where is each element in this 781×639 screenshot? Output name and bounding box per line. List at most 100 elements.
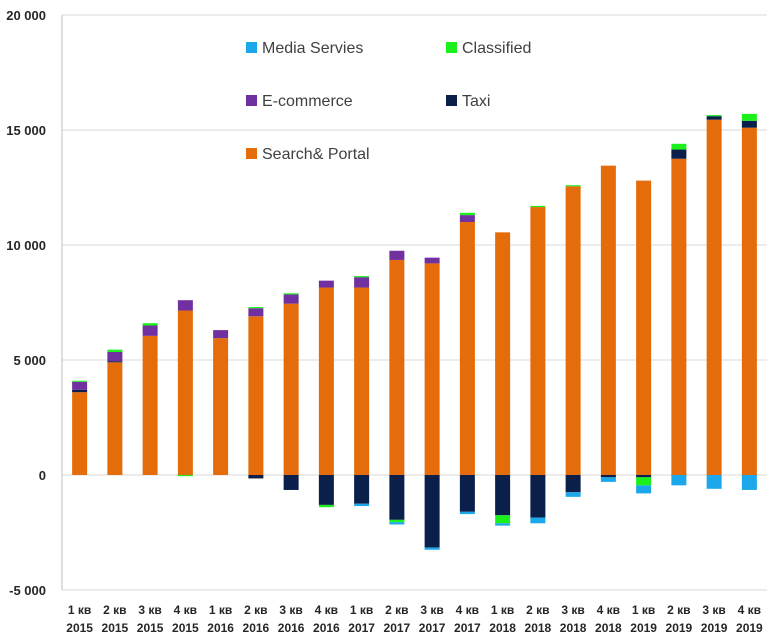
- legend-swatch: [246, 148, 257, 159]
- x-tick-label-year: 2019: [701, 621, 728, 635]
- x-axis: 1 кв 2015 2 кв 2015 3 кв 2015 4 кв 2015 1 кв 2016…: [66, 603, 763, 635]
- bar-segment: [354, 277, 370, 288]
- bar-segment: [354, 503, 370, 507]
- bar-segment: [459, 222, 475, 475]
- bar-segment: [318, 475, 334, 505]
- bar-segment: [600, 165, 616, 475]
- bar-segment: [318, 280, 334, 288]
- bar-segment: [600, 477, 616, 482]
- bar-segment: [72, 392, 88, 475]
- x-tick-label-quarter: 3 кв: [279, 603, 302, 617]
- x-tick-label-year: 2018: [595, 621, 622, 635]
- x-tick-label-year: 2016: [243, 621, 270, 635]
- bar-segment: [636, 180, 652, 475]
- bar-segment: [706, 475, 722, 489]
- x-tick-label-year: 2018: [560, 621, 587, 635]
- bar-segment: [354, 276, 370, 278]
- bar-segment: [565, 185, 581, 187]
- x-tick-label-quarter: 1 кв: [68, 603, 91, 617]
- bar-segment: [389, 475, 405, 520]
- bar-segment: [530, 475, 546, 518]
- bar-segment: [459, 212, 475, 216]
- x-tick-label-quarter: 2 кв: [244, 603, 267, 617]
- bar-segment: [530, 205, 546, 208]
- x-tick-label-quarter: 2 кв: [385, 603, 408, 617]
- x-tick-label-quarter: 2 кв: [103, 603, 126, 617]
- legend-label: Search& Portal: [262, 146, 370, 163]
- bar-segment: [741, 475, 757, 490]
- bar-segment: [177, 310, 193, 475]
- bar-segment: [72, 389, 88, 393]
- x-tick-label-year: 2017: [419, 621, 446, 635]
- x-tick-label-year: 2015: [137, 621, 164, 635]
- y-tick-label: 5 000: [13, 353, 46, 368]
- legend-swatch: [246, 42, 257, 53]
- bar-segment: [354, 475, 370, 504]
- bar-segment: [671, 158, 687, 475]
- bar-segment: [565, 492, 581, 497]
- bar-segment: [565, 475, 581, 493]
- x-tick-label-quarter: 1 кв: [350, 603, 373, 617]
- bar-segment: [107, 351, 123, 362]
- bar-segment: [389, 519, 405, 523]
- bar-segment: [177, 300, 193, 311]
- bar-segment: [424, 475, 440, 548]
- y-tick-label: -5 000: [9, 583, 46, 598]
- legend: Media Servies Classified E-commerce Taxi Sea…: [246, 40, 531, 163]
- legend-label: E-commerce: [262, 93, 353, 110]
- x-tick-label-quarter: 4 кв: [456, 603, 479, 617]
- x-tick-label-quarter: 3 кв: [420, 603, 443, 617]
- x-tick-label-year: 2016: [207, 621, 234, 635]
- x-tick-label-quarter: 4 кв: [174, 603, 197, 617]
- bar-segment: [142, 323, 158, 326]
- bar-segment: [495, 475, 511, 516]
- bar-segment: [741, 127, 757, 475]
- bar-segment: [459, 475, 475, 512]
- bar-segment: [248, 308, 264, 317]
- x-tick-label-year: 2018: [489, 621, 516, 635]
- bar-segment: [107, 361, 123, 363]
- legend-swatch: [446, 42, 457, 53]
- x-tick-label-year: 2017: [348, 621, 375, 635]
- x-tick-label-quarter: 4 кв: [315, 603, 338, 617]
- x-tick-label-quarter: 3 кв: [561, 603, 584, 617]
- bar-segment: [671, 475, 687, 486]
- x-tick-label-quarter: 2 кв: [526, 603, 549, 617]
- bar-segment: [213, 330, 229, 339]
- legend-label: Media Servies: [262, 40, 363, 57]
- bar-segment: [283, 475, 299, 490]
- bar-segment: [636, 477, 652, 486]
- legend-label: Classified: [462, 40, 531, 57]
- bar-segment: [248, 475, 264, 479]
- bar-segment: [706, 116, 722, 120]
- bar-segment: [424, 257, 440, 264]
- bar-segment: [741, 113, 757, 121]
- x-tick-label-year: 2019: [736, 621, 763, 635]
- bar-segment: [283, 293, 299, 295]
- x-tick-label-year: 2017: [454, 621, 481, 635]
- bar-segment: [213, 338, 229, 475]
- bars: [72, 113, 757, 550]
- legend-label: Taxi: [462, 93, 490, 110]
- bar-segment: [354, 287, 370, 475]
- x-tick-label-quarter: 3 кв: [702, 603, 725, 617]
- bar-segment: [248, 316, 264, 475]
- bar-segment: [741, 120, 757, 128]
- y-tick-label: 15 000: [6, 123, 46, 138]
- bar-segment: [283, 303, 299, 475]
- bar-segment: [107, 362, 123, 475]
- x-tick-label-quarter: 4 кв: [738, 603, 761, 617]
- bar-segment: [495, 515, 511, 524]
- bar-segment: [671, 149, 687, 159]
- bar-segment: [248, 307, 264, 309]
- x-tick-label-year: 2018: [525, 621, 552, 635]
- bar-segment: [600, 475, 616, 478]
- x-tick-label-year: 2016: [278, 621, 305, 635]
- bar-segment: [318, 287, 334, 475]
- bar-segment: [459, 215, 475, 222]
- bar-segment: [636, 485, 652, 494]
- y-tick-label: 10 000: [6, 238, 46, 253]
- x-tick-label-quarter: 3 кв: [138, 603, 161, 617]
- y-tick-label: 20 000: [6, 8, 46, 23]
- bar-segment: [671, 143, 687, 150]
